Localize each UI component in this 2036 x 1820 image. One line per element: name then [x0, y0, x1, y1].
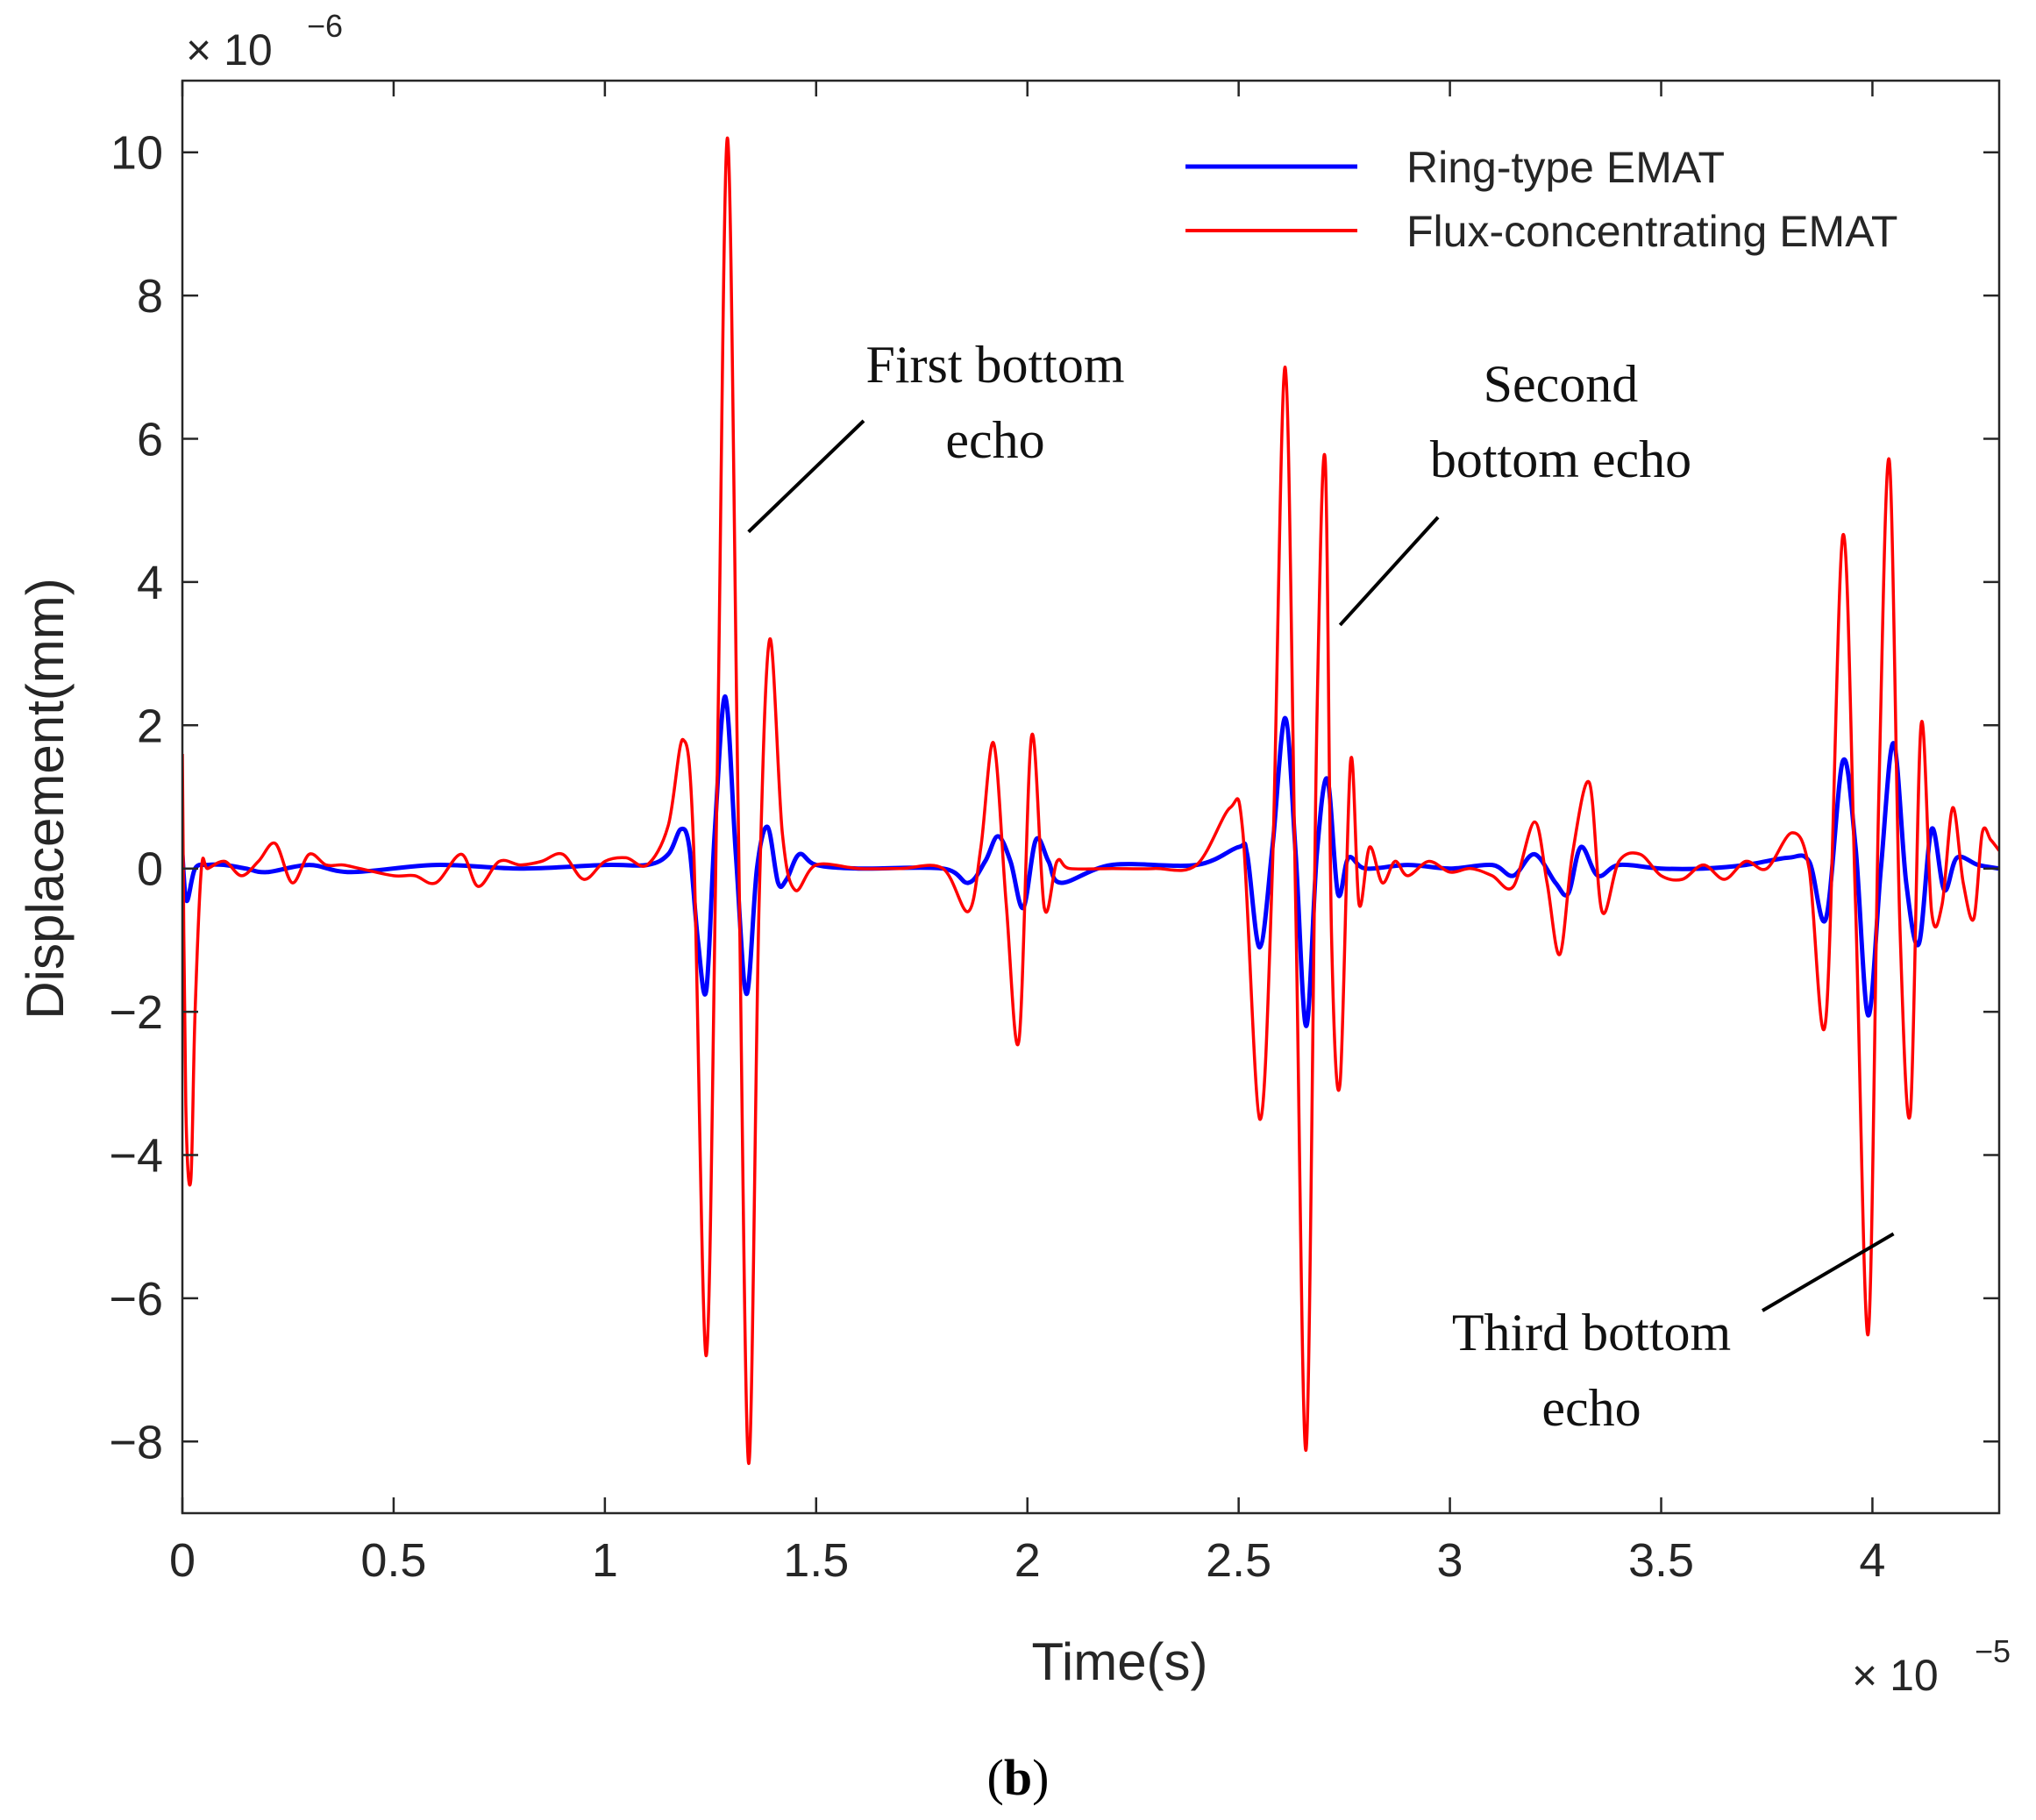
- series-line-flux-concentrating-emat: [182, 136, 1999, 1465]
- figure-caption: (b): [987, 1749, 1050, 1806]
- y-tick-label: 10: [110, 127, 163, 180]
- x-tick-label: 3: [1437, 1534, 1463, 1587]
- y-tick-label: −8: [109, 1416, 163, 1468]
- annotation-leader-line: [1338, 515, 1440, 627]
- x-tick-label: 2: [1014, 1534, 1041, 1587]
- annotation-leader-line: [747, 419, 865, 534]
- axes-box: [181, 79, 2001, 1515]
- x-tick-label: 0.5: [360, 1534, 426, 1587]
- y-multiplier: × 10 −6: [186, 8, 343, 75]
- plot-background: [182, 81, 1999, 1513]
- series-layer: [182, 136, 1999, 1465]
- y-tick-label: −6: [109, 1273, 163, 1326]
- caption-open-paren: (: [987, 1749, 1004, 1806]
- y-multiplier-base: × 10: [186, 25, 273, 75]
- x-tick-label: 0: [169, 1534, 196, 1587]
- x-multiplier: × 10 −5: [1852, 1633, 2011, 1700]
- annotation-layer: First bottom echo Second bottom echo Third b…: [747, 336, 1895, 1437]
- y-tick-label: −2: [109, 986, 163, 1039]
- y-tick-label: 2: [137, 700, 163, 752]
- x-tick-label: 2.5: [1206, 1534, 1271, 1587]
- legend-label-ring-type: Ring-type EMAT: [1406, 143, 1725, 192]
- y-tick-label: 4: [137, 557, 163, 609]
- annotation-text: Third bottom: [1452, 1304, 1731, 1361]
- annotation-text: echo: [1541, 1379, 1641, 1437]
- caption-letter: b: [1004, 1749, 1032, 1806]
- y-tick-label: −4: [109, 1130, 163, 1183]
- y-tick-label: 0: [137, 843, 163, 896]
- plot-area: [182, 81, 1999, 1513]
- caption-close-paren: ): [1032, 1749, 1049, 1806]
- x-axis-label: Time(s): [1031, 1632, 1207, 1691]
- annotation-text: Second: [1484, 355, 1639, 413]
- axes-layer: 0 0.5 1 1.5 2 2.5 3 3.5 4 −8 −6 −4 −2 0 2 4 6 8 10: [109, 79, 2001, 1587]
- legend: Ring-type EMAT Flux-concentrating EMAT: [1185, 143, 1897, 256]
- x-tick-label: 4: [1859, 1534, 1885, 1587]
- annotation-leader-line: [1761, 1232, 1895, 1312]
- x-multiplier-base: × 10: [1852, 1651, 1939, 1700]
- x-tick-label: 1: [592, 1534, 618, 1587]
- legend-label-flux-concentrating: Flux-concentrating EMAT: [1406, 207, 1897, 256]
- annotation-text: bottom echo: [1430, 430, 1691, 488]
- x-tick-label: 1.5: [783, 1534, 849, 1587]
- y-tick-label: 6: [137, 414, 163, 466]
- annotation-text: echo: [945, 411, 1044, 469]
- y-axis-label: Displacement(mm): [16, 578, 75, 1019]
- y-tick-label: 8: [137, 270, 163, 323]
- annotation-text: First bottom: [865, 336, 1124, 394]
- x-tick-label: 3.5: [1628, 1534, 1694, 1587]
- y-multiplier-exponent: −6: [307, 8, 343, 44]
- x-multiplier-exponent: −5: [1975, 1633, 2011, 1669]
